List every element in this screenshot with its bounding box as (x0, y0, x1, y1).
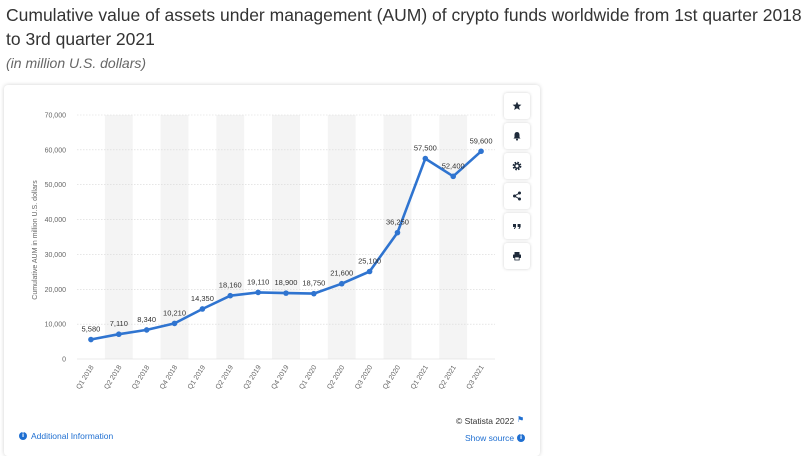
x-tick-label: Q2 2019 (215, 364, 235, 391)
data-label: 36,250 (386, 218, 409, 227)
notification-button[interactable] (504, 123, 530, 149)
x-tick-label: Q1 2020 (298, 364, 318, 391)
x-tick-label: Q2 2020 (326, 364, 346, 391)
y-tick-label: 50,000 (45, 182, 67, 189)
y-tick-label: 40,000 (45, 217, 67, 224)
data-label: 21,600 (330, 269, 353, 278)
x-tick-label: Q2 2018 (103, 364, 123, 391)
gridlines (77, 114, 495, 360)
info-icon: i (517, 434, 525, 442)
data-point (283, 290, 289, 296)
star-icon (512, 101, 522, 110)
column-band (216, 115, 245, 359)
info-icon: i (19, 432, 27, 440)
print-icon (513, 252, 521, 261)
data-point (450, 173, 457, 180)
data-label: 10,210 (163, 308, 186, 317)
chart-subtitle: (in million U.S. dollars) (6, 55, 147, 71)
data-label: 59,600 (470, 136, 493, 145)
bell-icon (513, 132, 521, 141)
data-label: 52,400 (442, 161, 465, 170)
share-icon (513, 191, 521, 201)
data-label: 5,580 (82, 325, 101, 334)
column-band (327, 115, 356, 359)
data-point (311, 290, 317, 297)
settings-button[interactable] (504, 153, 530, 179)
flag-icon: ⚑ (517, 415, 525, 424)
show-source-link[interactable]: Show source (465, 433, 515, 443)
data-label: 18,900 (275, 278, 298, 287)
data-point (171, 320, 178, 327)
data-point (116, 331, 122, 338)
column-band (439, 115, 468, 359)
x-tick-label: Q3 2019 (243, 364, 263, 391)
additional-information-link[interactable]: Additional Information (31, 431, 114, 441)
x-tick-label: Q1 2019 (187, 364, 207, 391)
y-tick-label: 20,000 (45, 287, 67, 294)
x-tick-label: Q4 2020 (382, 364, 402, 391)
column-band (104, 115, 133, 359)
y-tick-label: 30,000 (45, 252, 67, 259)
x-tick-label: Q2 2021 (438, 364, 458, 391)
data-label: 57,500 (414, 144, 437, 153)
gear-icon (512, 161, 522, 171)
x-tick-label: Q3 2020 (354, 364, 374, 391)
x-tick-label: Q3 2021 (466, 364, 486, 391)
x-tick-label: Q3 2018 (131, 364, 151, 391)
data-label: 19,110 (247, 277, 269, 286)
quote-icon (513, 224, 521, 229)
share-button[interactable] (504, 183, 530, 209)
data-point (366, 268, 373, 275)
y-axis-label: Cumulative AUM in million U.S. dollars (32, 180, 39, 300)
data-point (227, 292, 234, 299)
data-labels: 5,580 7,110 8,340 10,210 14,350 18,160 19,110 1… (82, 136, 493, 333)
y-axis-ticks: 0 10,000 20,000 30,000 40,000 50,000 60,000 70,… (45, 113, 67, 364)
data-point (422, 155, 429, 162)
x-tick-label: Q1 2021 (410, 364, 430, 391)
y-tick-label: 0 (62, 357, 66, 364)
x-axis-ticks: Q1 2018 Q2 2018 Q3 2018 Q4 2018 Q1 2019 Q2 20… (75, 364, 485, 391)
x-tick-label: Q4 2019 (271, 364, 291, 391)
data-label: 14,350 (191, 294, 214, 303)
print-button[interactable] (504, 243, 530, 269)
data-label: 8,340 (137, 315, 156, 324)
data-point (143, 327, 150, 333)
y-tick-label: 10,000 (45, 322, 67, 329)
data-point (394, 229, 401, 236)
favorite-button[interactable] (504, 93, 530, 119)
data-point (255, 289, 261, 296)
data-label: 25,100 (358, 257, 381, 266)
x-tick-label: Q1 2018 (75, 364, 95, 391)
data-label: 18,750 (302, 279, 325, 288)
data-label: 7,110 (110, 319, 128, 328)
y-tick-label: 70,000 (45, 113, 67, 120)
statista-credit: © Statista 2022 (456, 416, 515, 426)
chart-title: Cumulative value of assets under managem… (6, 5, 802, 49)
data-point (478, 148, 484, 155)
column-bands (104, 115, 468, 359)
data-label: 18,160 (219, 281, 242, 290)
column-band (272, 115, 300, 359)
data-points (88, 148, 484, 343)
data-point (199, 306, 206, 312)
column-band (383, 115, 412, 359)
cite-button[interactable] (504, 213, 530, 239)
data-point (88, 336, 94, 343)
x-tick-label: Q4 2018 (159, 364, 179, 391)
y-tick-label: 60,000 (45, 147, 67, 154)
data-point (338, 280, 345, 287)
